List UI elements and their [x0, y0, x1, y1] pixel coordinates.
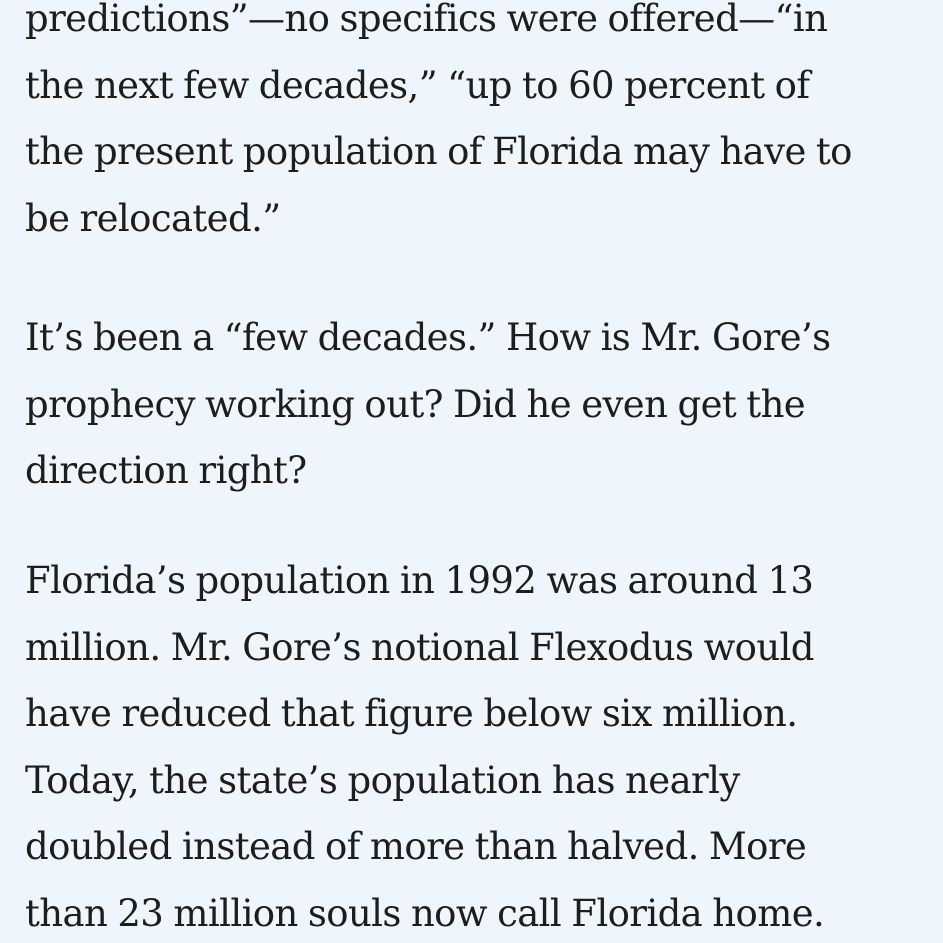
- text-line: have reduced that figure below six milli…: [25, 692, 798, 735]
- text-line: be relocated.”: [25, 196, 281, 240]
- text-line: direction right?: [25, 449, 307, 492]
- text-line: Today, the state’s population has nearly: [25, 758, 740, 802]
- text-line: prophecy working out? Did he even get th…: [25, 382, 806, 426]
- text-line: predictions”—no specifics were offered—“…: [25, 0, 828, 40]
- paragraph-florida-relocation-prediction: predictions”—no specifics were offered—“…: [25, 0, 925, 252]
- text-line: Florida’s population in 1992 was around …: [25, 559, 814, 602]
- text-line: the next few decades,” “up to 60 percent…: [25, 63, 810, 107]
- text-line: It’s been a “few decades.” How is Mr. Go…: [25, 316, 831, 359]
- text-line: than 23 million souls now call Florida h…: [25, 891, 825, 935]
- text-line: million. Mr. Gore’s notional Flexodus wo…: [25, 625, 814, 669]
- paragraph-prophecy-question: It’s been a “few decades.” How is Mr. Go…: [25, 305, 925, 505]
- text-line: doubled instead of more than halved. Mor…: [25, 825, 807, 868]
- text-line: the present population of Florida may ha…: [25, 130, 852, 173]
- paragraph-population-facts: Florida’s population in 1992 was around …: [25, 548, 925, 943]
